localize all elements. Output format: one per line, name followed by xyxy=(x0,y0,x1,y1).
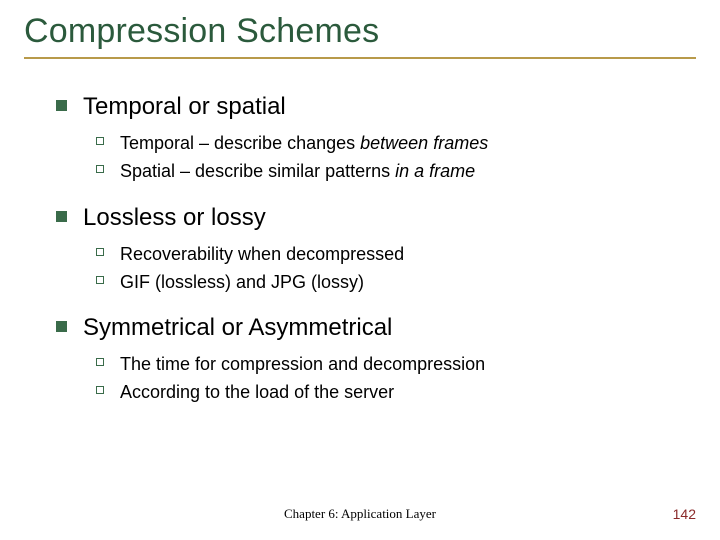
list-item-text: According to the load of the server xyxy=(120,380,394,404)
italic-text: in a frame xyxy=(395,161,475,181)
list-item: According to the load of the server xyxy=(96,380,696,404)
hollow-square-bullet-icon xyxy=(96,137,104,145)
hollow-square-bullet-icon xyxy=(96,386,104,394)
section-heading: Symmetrical or Asymmetrical xyxy=(83,314,392,342)
sub-list: The time for compression and decompressi… xyxy=(56,352,696,405)
footer-chapter: Chapter 6: Application Layer xyxy=(0,506,720,522)
section-heading-row: Lossless or lossy xyxy=(56,204,696,232)
list-item: The time for compression and decompressi… xyxy=(96,352,696,376)
sub-list: Recoverability when decompressed GIF (lo… xyxy=(56,242,696,295)
slide: Compression Schemes Temporal or spatial … xyxy=(0,0,720,540)
list-item-text: Temporal – describe changes between fram… xyxy=(120,131,488,155)
text-run: Recoverability when decompressed xyxy=(120,244,404,264)
list-item: Temporal – describe changes between fram… xyxy=(96,131,696,155)
content-body: Temporal or spatial Temporal – describe … xyxy=(24,93,696,405)
page-title: Compression Schemes xyxy=(24,12,696,51)
list-item-text: GIF (lossless) and JPG (lossy) xyxy=(120,270,364,294)
square-bullet-icon xyxy=(56,321,67,332)
list-item-text: The time for compression and decompressi… xyxy=(120,352,485,376)
text-run: According to the load of the server xyxy=(120,382,394,402)
section-heading: Temporal or spatial xyxy=(83,93,286,121)
page-number: 142 xyxy=(673,506,696,522)
title-underline: Compression Schemes xyxy=(24,12,696,59)
list-item: Recoverability when decompressed xyxy=(96,242,696,266)
sub-list: Temporal – describe changes between fram… xyxy=(56,131,696,184)
hollow-square-bullet-icon xyxy=(96,165,104,173)
list-item: Spatial – describe similar patterns in a… xyxy=(96,159,696,183)
list-item-text: Spatial – describe similar patterns in a… xyxy=(120,159,475,183)
square-bullet-icon xyxy=(56,211,67,222)
list-item-text: Recoverability when decompressed xyxy=(120,242,404,266)
section-temporal-spatial: Temporal or spatial Temporal – describe … xyxy=(56,93,696,184)
section-lossless-lossy: Lossless or lossy Recoverability when de… xyxy=(56,204,696,295)
section-heading-row: Symmetrical or Asymmetrical xyxy=(56,314,696,342)
italic-text: between frames xyxy=(360,133,488,153)
section-heading-row: Temporal or spatial xyxy=(56,93,696,121)
text-run: Temporal – describe changes xyxy=(120,133,360,153)
square-bullet-icon xyxy=(56,100,67,111)
hollow-square-bullet-icon xyxy=(96,358,104,366)
section-symmetrical-asymmetrical: Symmetrical or Asymmetrical The time for… xyxy=(56,314,696,405)
list-item: GIF (lossless) and JPG (lossy) xyxy=(96,270,696,294)
hollow-square-bullet-icon xyxy=(96,276,104,284)
hollow-square-bullet-icon xyxy=(96,248,104,256)
text-run: GIF (lossless) and JPG (lossy) xyxy=(120,272,364,292)
section-heading: Lossless or lossy xyxy=(83,204,266,232)
text-run: The time for compression and decompressi… xyxy=(120,354,485,374)
text-run: Spatial – describe similar patterns xyxy=(120,161,395,181)
